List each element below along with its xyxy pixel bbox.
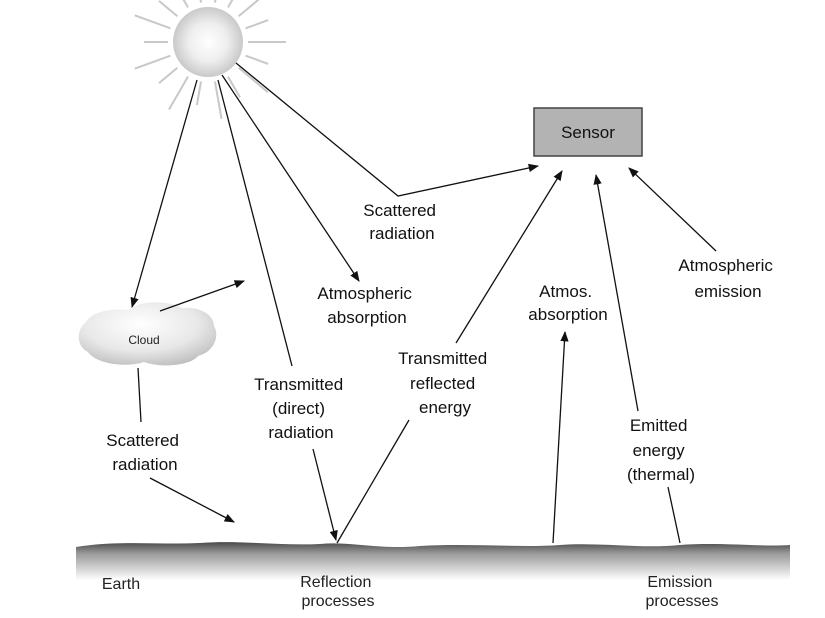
sun-ray [195, 81, 203, 106]
arrow-sun-to-cloud [130, 79, 198, 308]
arrow-atmos-absorption [552, 330, 569, 544]
sun-ray [182, 0, 189, 8]
sun-ray [158, 66, 179, 84]
label-scattered-radiation-left: Scattered radiation [106, 431, 184, 474]
sun-ray [213, 81, 223, 119]
arrow-sun-absorption [221, 74, 360, 282]
label-earth: Earth [102, 576, 140, 593]
labels: Scattered radiation Atmospheric absorpti… [102, 201, 777, 610]
earth-surface [76, 542, 790, 580]
sun-ray [134, 14, 171, 30]
label-transmitted-reflected-energy: Transmitted reflected energy [398, 349, 492, 417]
label-atmos-absorption: Atmos. absorption [528, 282, 607, 324]
sun-ray [237, 66, 269, 93]
sun-ray [227, 76, 241, 98]
arrows [130, 62, 717, 544]
label-emission-processes: Emission processes [646, 574, 719, 610]
label-emitted-energy: Emitted energy (thermal) [627, 416, 695, 484]
arrow-atmospheric-emission [628, 167, 717, 252]
line-cloud-down [137, 367, 142, 423]
sun-ray [199, 0, 203, 3]
arrow-transmitted-direct-lower [312, 448, 338, 542]
sun-ray [245, 19, 269, 30]
sun-ray [213, 0, 217, 3]
sun-ray [245, 54, 269, 65]
sun-ray [227, 0, 234, 8]
sun-ray [158, 0, 179, 18]
sun-icon [134, 0, 286, 119]
arrow-emitted-sensor [593, 173, 639, 412]
sensor-box: Sensor [533, 107, 643, 157]
arrow-sun-scatter-sensor [235, 62, 540, 197]
cloud-icon: Cloud [78, 302, 217, 366]
label-transmitted-direct: Transmitted (direct) radiation [254, 375, 348, 442]
sensor-label: Sensor [561, 123, 615, 142]
sun-ray [134, 54, 171, 70]
cloud-label: Cloud [128, 333, 159, 347]
line-reflected-lower [336, 419, 410, 544]
label-atmospheric-absorption: Atmospheric absorption [317, 284, 416, 327]
line-emitted-lower [667, 486, 681, 544]
sun-ray [168, 76, 189, 111]
arrow-reflected-sensor [455, 170, 563, 344]
label-reflection-processes: Reflection processes [300, 574, 376, 610]
label-atmospheric-emission: Atmospheric emission [678, 256, 777, 301]
arrow-scatter-ground [149, 477, 235, 523]
sun-ray [237, 0, 260, 18]
arrow-cloud-scatter [159, 280, 245, 312]
line-transmitted-direct-upper [217, 79, 293, 367]
label-scattered-radiation-top: Scattered radiation [363, 201, 441, 243]
